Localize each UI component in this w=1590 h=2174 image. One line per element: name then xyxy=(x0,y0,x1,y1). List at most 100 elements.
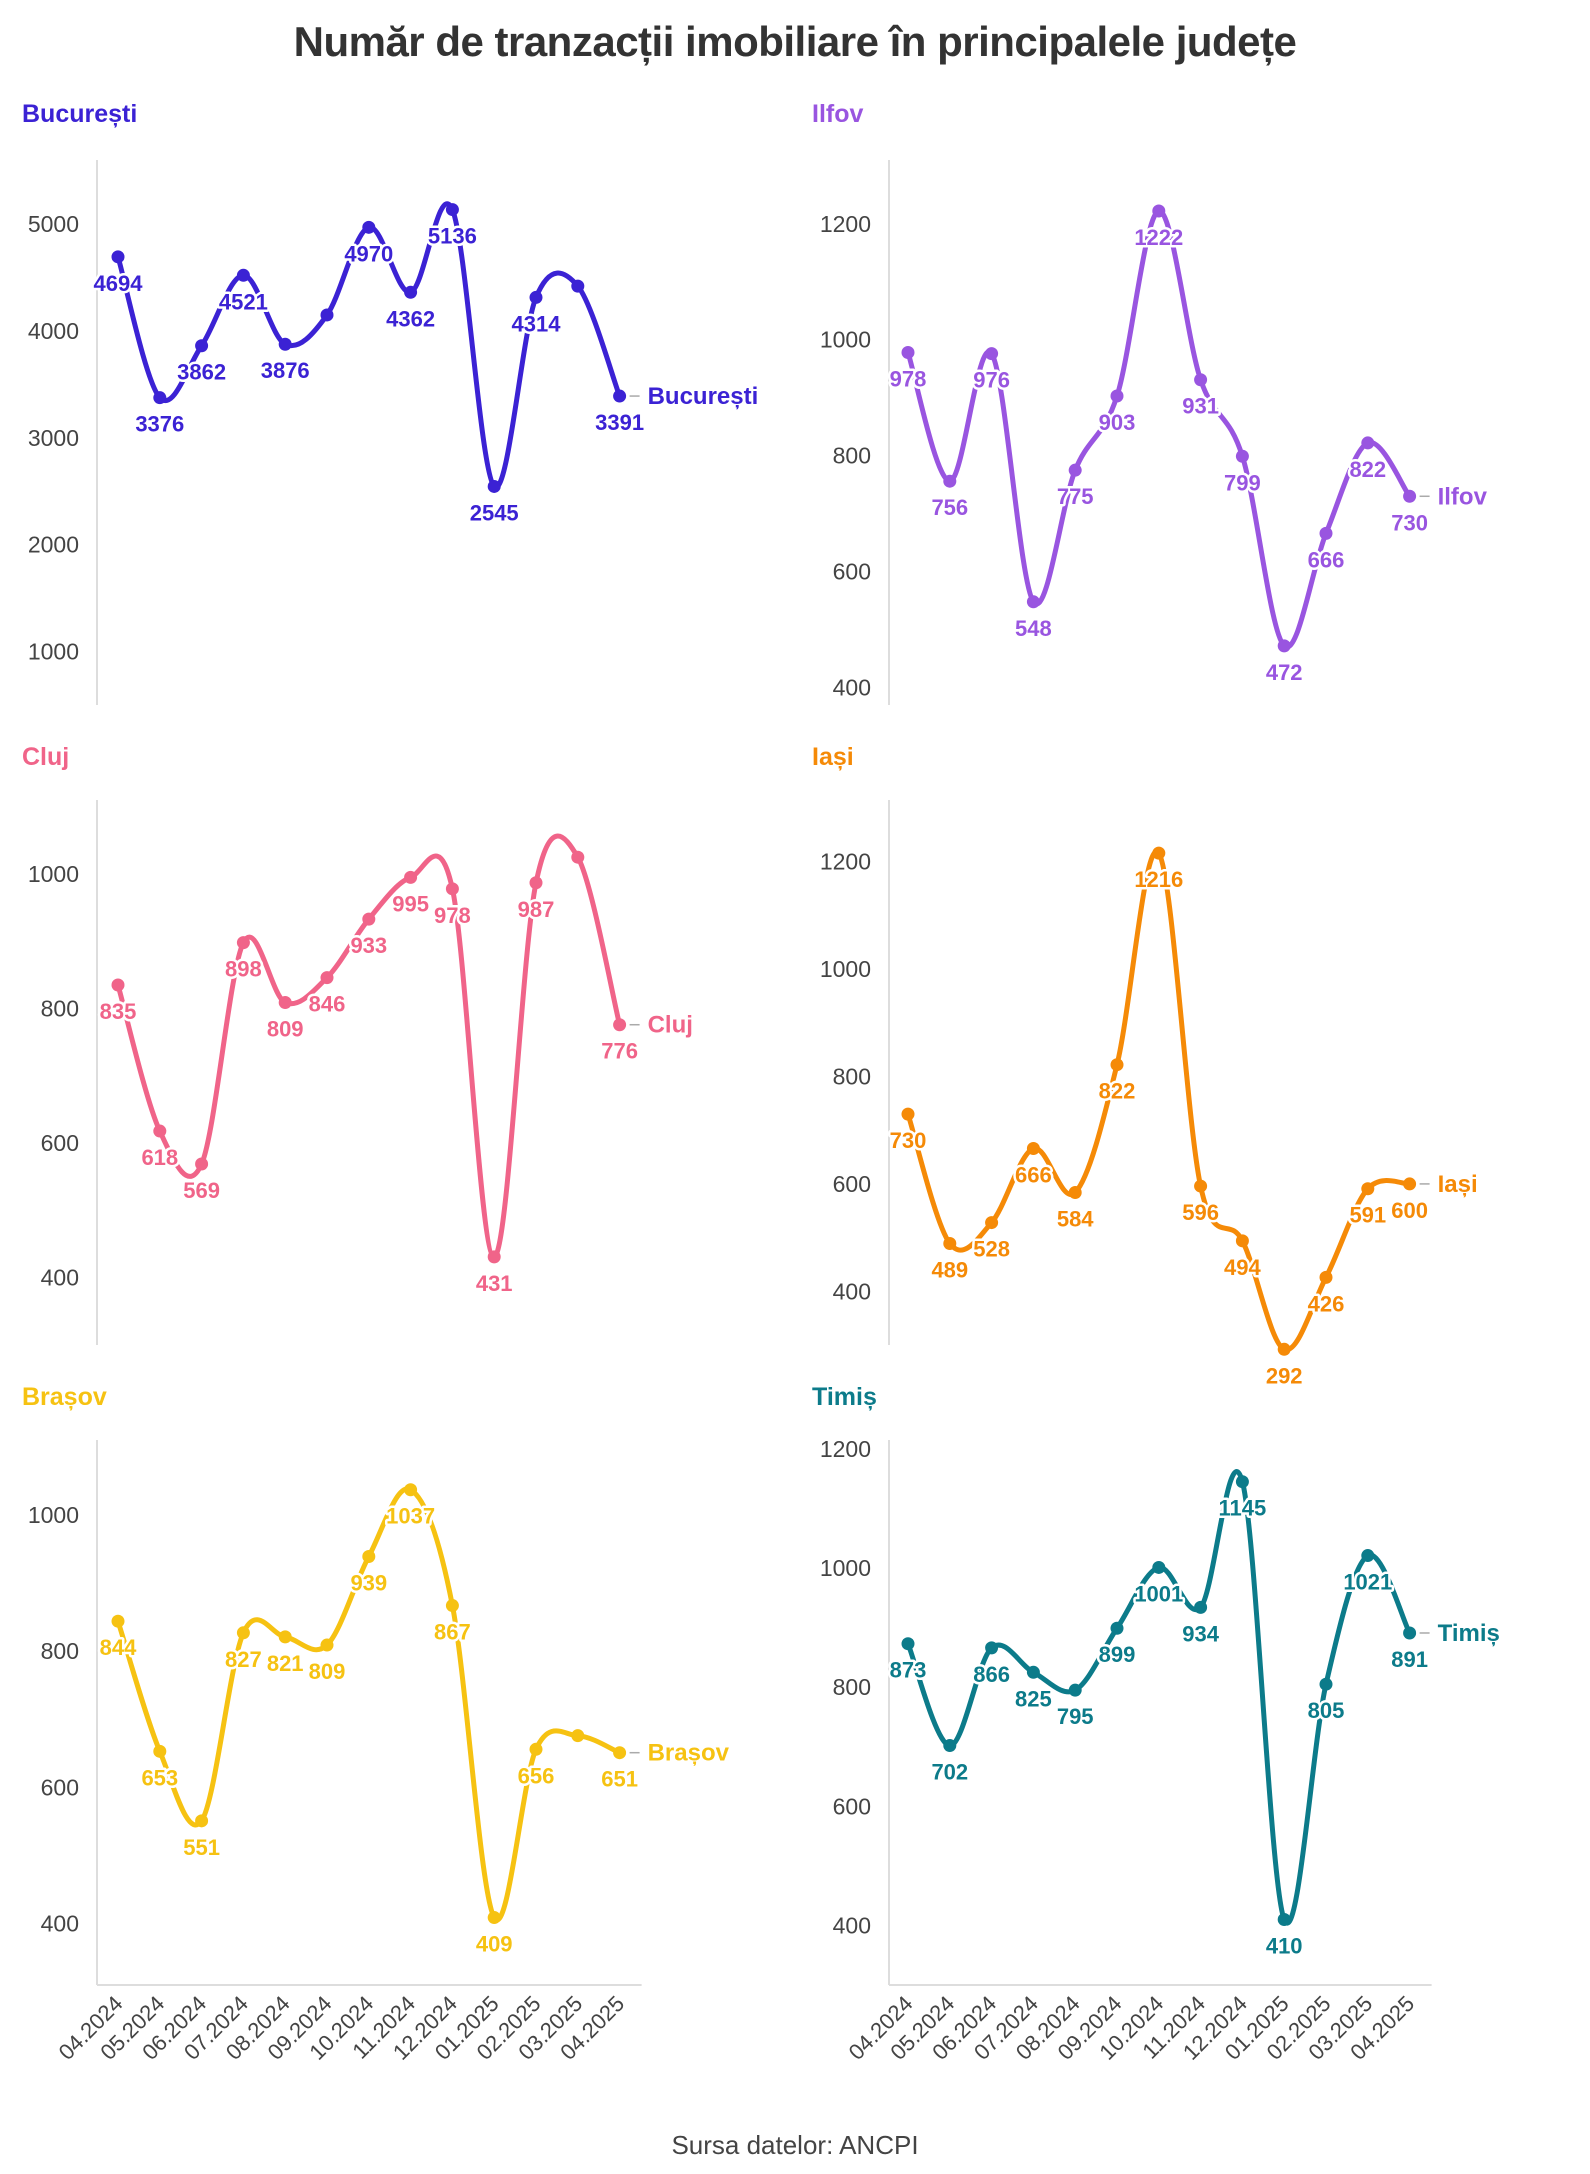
data-label-halo: 825 xyxy=(1015,1686,1052,1711)
y-tick-label: 1000 xyxy=(28,861,79,887)
data-point xyxy=(1235,1234,1249,1248)
data-label-halo: 5136 xyxy=(428,224,477,249)
page-title: Număr de tranzacții imobiliare în princi… xyxy=(293,18,1297,65)
data-point xyxy=(1319,1270,1333,1284)
data-label: 618 xyxy=(141,1145,178,1170)
data-label-halo: 805 xyxy=(1308,1698,1345,1723)
data-point xyxy=(1403,1626,1417,1640)
data-label-halo: 528 xyxy=(973,1237,1010,1262)
panel-title-cluj: Cluj xyxy=(22,743,69,771)
data-point xyxy=(1277,1342,1291,1356)
data-label-halo: 431 xyxy=(476,1271,513,1296)
data-point xyxy=(111,978,125,992)
data-point xyxy=(487,1250,501,1264)
data-label-halo: 618 xyxy=(141,1145,178,1170)
data-point xyxy=(487,479,501,493)
data-label: 799 xyxy=(1224,470,1261,495)
data-label-halo: 410 xyxy=(1266,1933,1303,1958)
data-label-halo: 978 xyxy=(434,903,471,928)
end-label-brasov: Brașov xyxy=(648,1740,730,1767)
data-point xyxy=(1403,1177,1417,1191)
data-label-halo: 1216 xyxy=(1134,867,1183,892)
data-point xyxy=(1403,489,1417,503)
data-label: 898 xyxy=(225,957,262,982)
data-label-halo: 846 xyxy=(309,992,346,1017)
data-label-halo: 666 xyxy=(1015,1162,1052,1187)
panel-title-ilfov: Ilfov xyxy=(812,100,863,128)
data-label-halo: 776 xyxy=(601,1039,638,1064)
data-label: 1216 xyxy=(1134,867,1183,892)
data-point xyxy=(362,220,376,234)
panel-timis: Timiș40060080010001200873873702702866866… xyxy=(812,1383,1500,2065)
data-label-halo: 426 xyxy=(1308,1291,1345,1316)
data-label: 939 xyxy=(350,1570,387,1595)
data-label: 1222 xyxy=(1134,225,1183,250)
data-label: 1001 xyxy=(1134,1581,1183,1606)
data-point xyxy=(320,971,334,985)
data-point xyxy=(445,882,459,896)
data-point xyxy=(943,1739,957,1753)
y-tick-label: 800 xyxy=(41,1638,79,1664)
end-label-ilfov: Ilfov xyxy=(1438,483,1488,510)
data-label: 866 xyxy=(973,1662,1010,1687)
data-label: 867 xyxy=(434,1620,471,1645)
data-label: 4521 xyxy=(219,289,268,314)
data-point xyxy=(571,1729,585,1743)
y-tick-label: 1000 xyxy=(28,639,79,665)
data-label: 528 xyxy=(973,1237,1010,1262)
y-tick-label: 600 xyxy=(833,559,871,585)
data-point xyxy=(1277,639,1291,653)
data-point xyxy=(1110,1621,1124,1635)
data-point xyxy=(1194,1179,1208,1193)
data-label: 873 xyxy=(890,1658,927,1683)
data-label: 472 xyxy=(1266,660,1303,685)
data-label-halo: 995 xyxy=(392,891,429,916)
data-label: 775 xyxy=(1057,484,1094,509)
data-point xyxy=(613,1746,627,1760)
data-label: 426 xyxy=(1308,1291,1345,1316)
y-tick-label: 1200 xyxy=(820,1436,871,1462)
data-label: 846 xyxy=(309,992,346,1017)
data-point xyxy=(1235,1475,1249,1489)
data-point xyxy=(153,1124,167,1138)
data-label: 835 xyxy=(100,999,137,1024)
data-point xyxy=(985,1216,999,1230)
data-label-halo: 866 xyxy=(973,1662,1010,1687)
data-label-halo: 3862 xyxy=(177,360,226,385)
data-point xyxy=(1026,1665,1040,1679)
data-label: 1021 xyxy=(1343,1570,1392,1595)
data-point xyxy=(613,1018,627,1032)
data-label-halo: 548 xyxy=(1015,616,1052,641)
y-tick-label: 600 xyxy=(41,1774,79,1800)
y-tick-label: 3000 xyxy=(28,425,79,451)
data-label: 4694 xyxy=(94,271,144,296)
data-label: 569 xyxy=(183,1178,220,1203)
data-point xyxy=(1152,204,1166,218)
data-label-halo: 3391 xyxy=(595,410,644,435)
y-tick-label: 800 xyxy=(41,996,79,1022)
data-label: 431 xyxy=(476,1271,513,1296)
data-point xyxy=(1110,389,1124,403)
data-label: 494 xyxy=(1224,1255,1261,1280)
data-label-halo: 978 xyxy=(890,366,927,391)
data-point xyxy=(901,1107,915,1121)
y-tick-label: 400 xyxy=(41,1265,79,1291)
data-point xyxy=(111,250,125,264)
data-label-halo: 409 xyxy=(476,1932,513,1957)
data-point xyxy=(529,290,543,304)
data-point xyxy=(404,870,418,884)
data-label: 795 xyxy=(1057,1704,1094,1729)
data-point xyxy=(404,285,418,299)
data-point xyxy=(153,391,167,405)
y-tick-label: 400 xyxy=(833,1278,871,1304)
data-label: 551 xyxy=(183,1835,220,1860)
data-label: 978 xyxy=(434,903,471,928)
data-label: 2545 xyxy=(470,500,519,525)
end-label-iasi: Iași xyxy=(1438,1171,1478,1198)
y-tick-label: 1200 xyxy=(820,849,871,875)
data-label: 821 xyxy=(267,1651,304,1676)
data-label-halo: 867 xyxy=(434,1620,471,1645)
data-label: 844 xyxy=(100,1635,137,1660)
y-tick-label: 4000 xyxy=(28,318,79,344)
data-label-halo: 494 xyxy=(1224,1255,1261,1280)
